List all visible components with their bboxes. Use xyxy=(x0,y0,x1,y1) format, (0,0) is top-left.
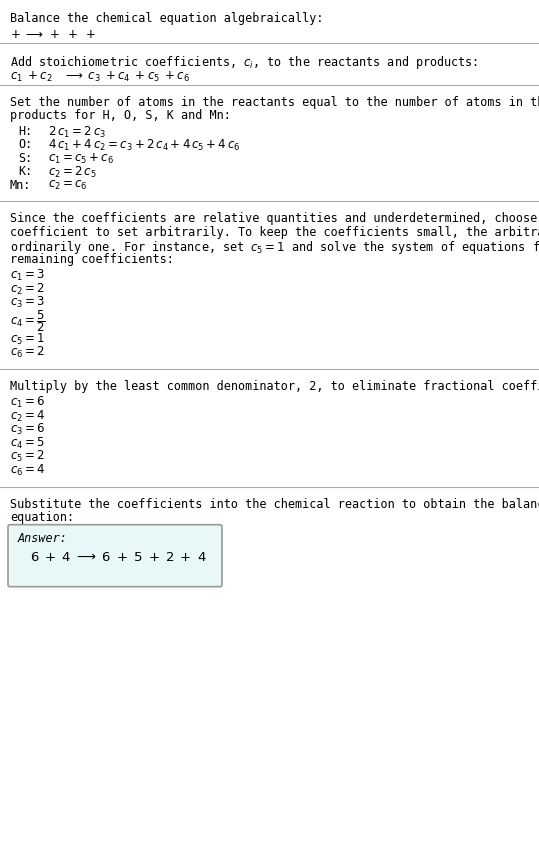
Text: Answer:: Answer: xyxy=(18,532,68,545)
Text: $c_6 = 2$: $c_6 = 2$ xyxy=(10,345,45,360)
Text: K:: K: xyxy=(18,166,32,179)
Text: $c_1 = 3$: $c_1 = 3$ xyxy=(10,268,45,283)
Text: remaining coefficients:: remaining coefficients: xyxy=(10,253,174,266)
FancyBboxPatch shape xyxy=(8,524,222,587)
Text: $c_1 = c_5 + c_6$: $c_1 = c_5 + c_6$ xyxy=(48,152,114,166)
Text: Multiply by the least common denominator, 2, to eliminate fractional coefficient: Multiply by the least common denominator… xyxy=(10,380,539,393)
Text: $4\,c_1 + 4\,c_2 = c_3 + 2\,c_4 + 4\,c_5 + 4\,c_6$: $4\,c_1 + 4\,c_2 = c_3 + 2\,c_4 + 4\,c_5… xyxy=(48,138,240,154)
Text: $2\,c_1 = 2\,c_3$: $2\,c_1 = 2\,c_3$ xyxy=(48,125,106,140)
Text: products for H, O, S, K and Mn:: products for H, O, S, K and Mn: xyxy=(10,109,231,122)
Text: $c_5 = 2$: $c_5 = 2$ xyxy=(10,450,45,464)
Text: $c_3 = 3$: $c_3 = 3$ xyxy=(10,295,45,310)
Text: $c_4 = 5$: $c_4 = 5$ xyxy=(10,436,45,450)
Text: Balance the chemical equation algebraically:: Balance the chemical equation algebraica… xyxy=(10,12,323,25)
Text: Mn:: Mn: xyxy=(10,179,31,192)
Text: $c_2 = 4$: $c_2 = 4$ xyxy=(10,409,45,424)
Text: $+\;\longrightarrow\;+\;+\;+$: $+\;\longrightarrow\;+\;+\;+$ xyxy=(10,28,96,41)
Text: $c_1 = 6$: $c_1 = 6$ xyxy=(10,395,45,411)
Text: S:: S: xyxy=(18,152,32,165)
Text: Since the coefficients are relative quantities and underdetermined, choose a: Since the coefficients are relative quan… xyxy=(10,212,539,225)
Text: $c_6 = 4$: $c_6 = 4$ xyxy=(10,463,45,478)
Text: ordinarily one. For instance, set $c_5 = 1$ and solve the system of equations fo: ordinarily one. For instance, set $c_5 =… xyxy=(10,239,539,256)
Text: $c_2 = 2$: $c_2 = 2$ xyxy=(10,281,45,297)
Text: equation:: equation: xyxy=(10,511,74,524)
Text: $c_1\;+c_2\quad\longrightarrow\;c_3\;+c_4\;+c_5\;+c_6$: $c_1\;+c_2\quad\longrightarrow\;c_3\;+c_… xyxy=(10,69,190,83)
Text: H:: H: xyxy=(18,125,32,138)
Text: O:: O: xyxy=(18,138,32,151)
Text: $c_4 = \dfrac{5}{2}$: $c_4 = \dfrac{5}{2}$ xyxy=(10,308,46,334)
Text: $c_2 = c_6$: $c_2 = c_6$ xyxy=(48,179,88,192)
Text: $c_3 = 6$: $c_3 = 6$ xyxy=(10,423,45,437)
Text: Set the number of atoms in the reactants equal to the number of atoms in the: Set the number of atoms in the reactants… xyxy=(10,95,539,108)
Text: $c_2 = 2\,c_5$: $c_2 = 2\,c_5$ xyxy=(48,166,97,181)
Text: $c_5 = 1$: $c_5 = 1$ xyxy=(10,332,45,346)
Text: $6\;+\;4\;\longrightarrow\;6\;+\;5\;+\;2\;+\;4$: $6\;+\;4\;\longrightarrow\;6\;+\;5\;+\;2… xyxy=(30,550,207,563)
Text: Substitute the coefficients into the chemical reaction to obtain the balanced: Substitute the coefficients into the che… xyxy=(10,497,539,510)
Text: coefficient to set arbitrarily. To keep the coefficients small, the arbitrary va: coefficient to set arbitrarily. To keep … xyxy=(10,226,539,239)
Text: Add stoichiometric coefficients, $c_i$, to the reactants and products:: Add stoichiometric coefficients, $c_i$, … xyxy=(10,54,478,71)
